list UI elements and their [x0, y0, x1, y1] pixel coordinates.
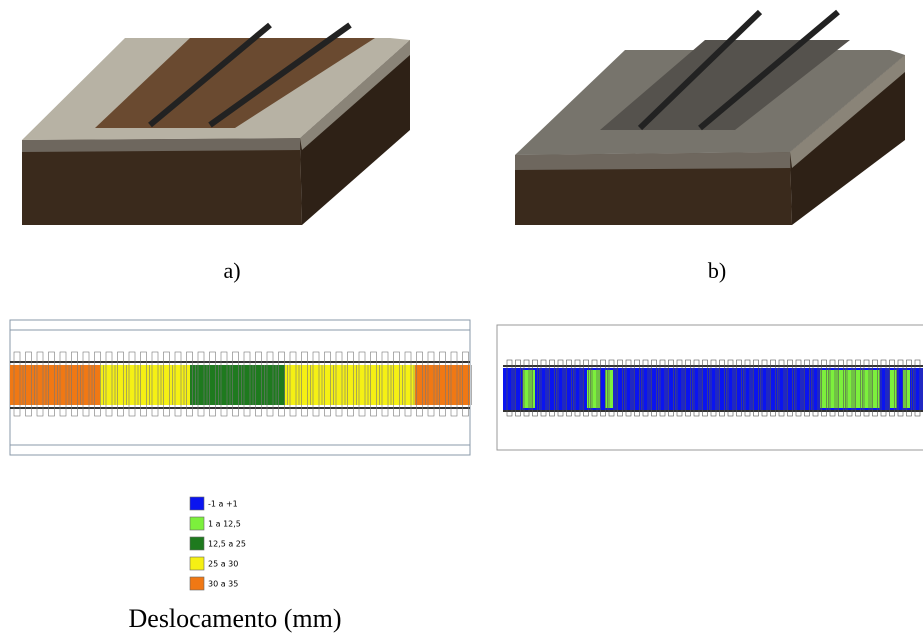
- legend-swatch: [190, 557, 204, 570]
- legend-label: 12,5 a 25: [208, 540, 246, 549]
- legend-label: -1 a +1: [208, 500, 238, 509]
- legend-label: 30 a 35: [208, 580, 238, 589]
- panel-label: b): [708, 258, 726, 283]
- legend-swatch: [190, 537, 204, 550]
- legend-label: 25 a 30: [208, 560, 238, 569]
- panel-label: a): [223, 258, 240, 283]
- block-a: [22, 25, 410, 225]
- legend-swatch: [190, 517, 204, 530]
- legend-swatch: [190, 577, 204, 590]
- block-b: [515, 12, 905, 225]
- legend: -1 a +1 1 a 12,5 12,5 a 25 25 a 30 30 a 35: [190, 497, 246, 590]
- track-plan-b: [497, 325, 923, 450]
- legend-swatch: [190, 497, 204, 510]
- legend-label: 1 a 12,5: [208, 520, 241, 529]
- figure: a) b) -1 a +1 1 a 12,5 12,5 a 25 25 a 30 30 …: [0, 0, 923, 641]
- legend-title: Deslocamento (mm): [129, 604, 342, 633]
- track-plan-a: [10, 320, 472, 455]
